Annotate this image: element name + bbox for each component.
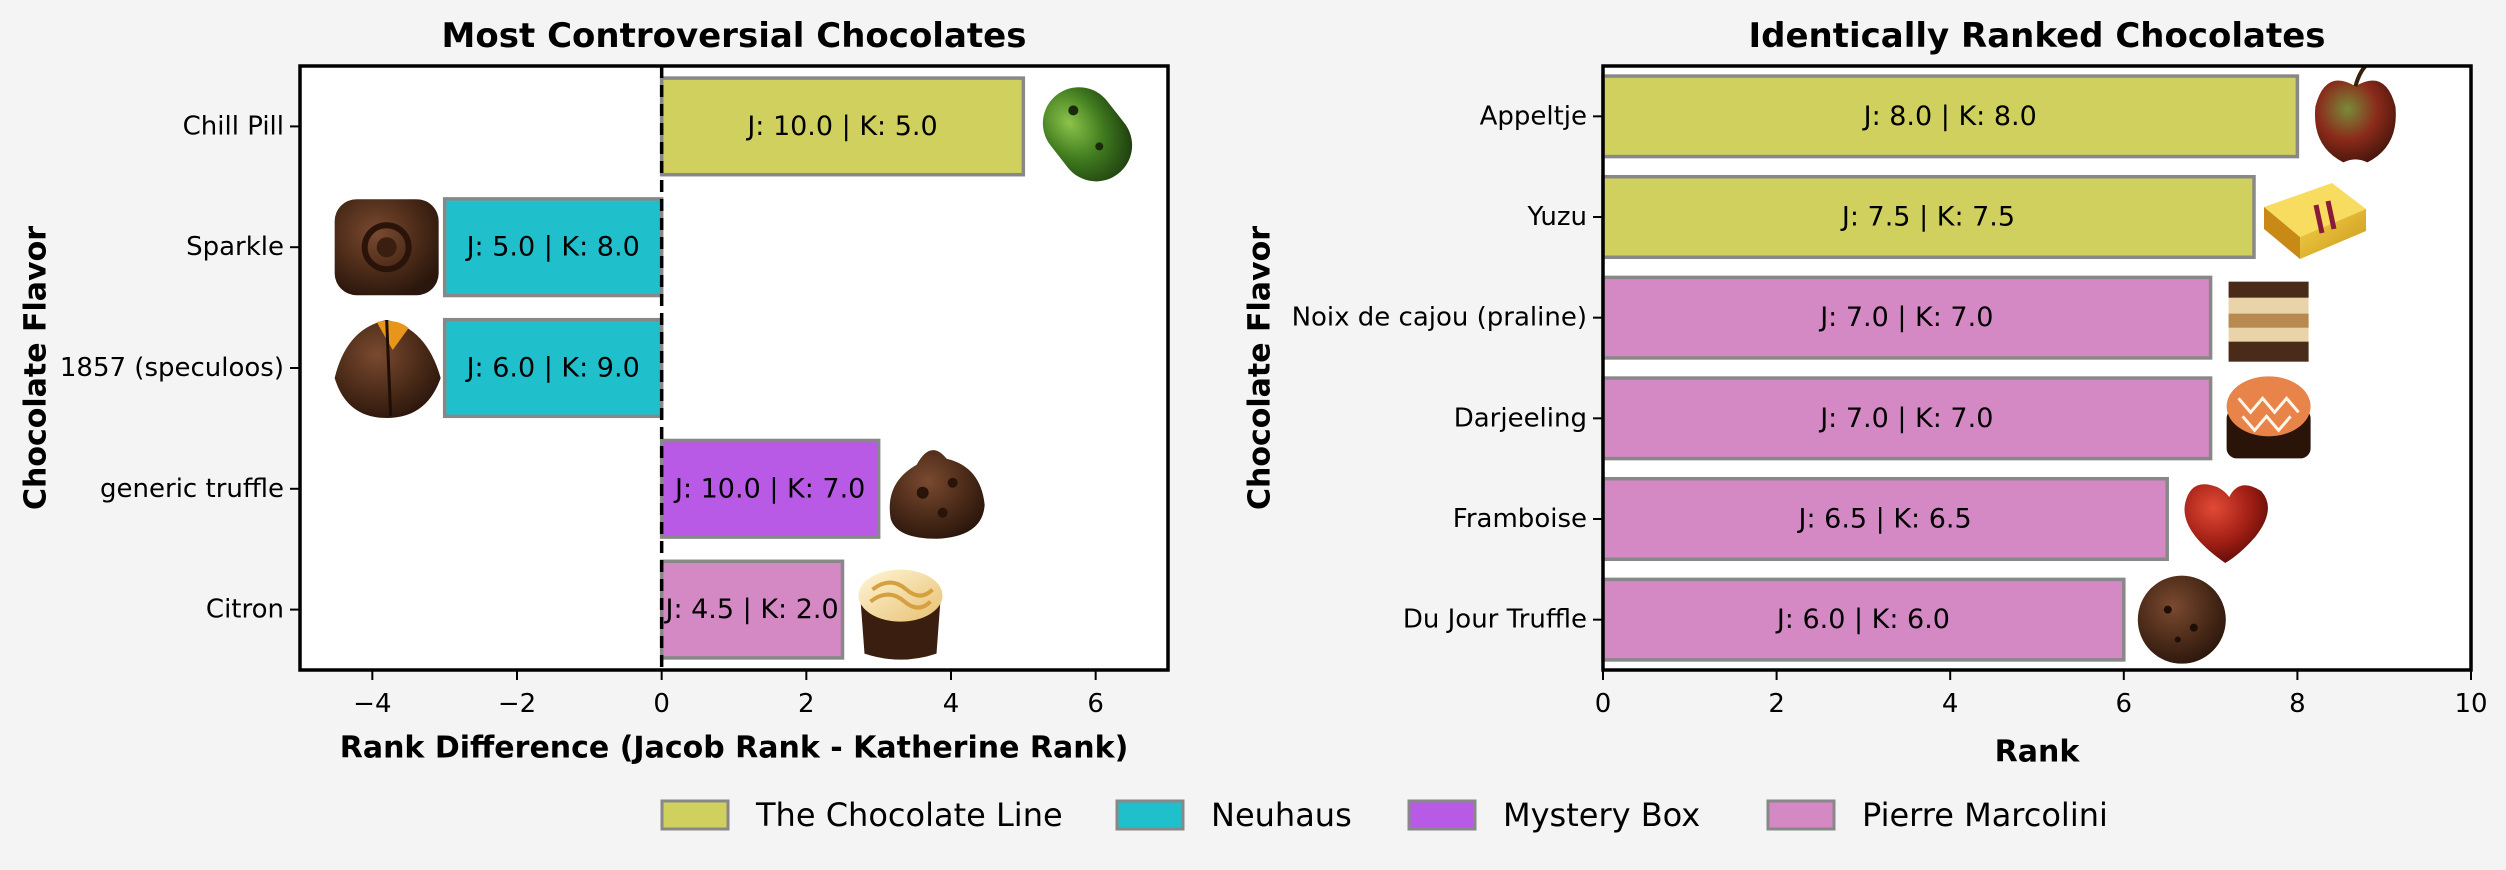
chocolate-noix-de-cajou-praline-icon (2228, 281, 2309, 362)
bar-sparkle (442, 197, 664, 298)
xtick-label-2: 4 (1942, 689, 1959, 719)
chocolate-citron-icon (858, 569, 943, 660)
bar-label-du-jour-truffle: J: 6.0 | K: 6.0 (1775, 604, 1950, 635)
chocolate-generic-truffle-icon (889, 450, 985, 539)
bar-label-sparkle: J: 5.0 | K: 8.0 (465, 232, 640, 263)
legend-label-mystery-box: Mystery Box (1503, 796, 1700, 834)
legend-label-pierre-marcolini: Pierre Marcolini (1862, 796, 2108, 834)
chocolate-darjeeling-icon (2226, 376, 2311, 459)
bar-citron (659, 559, 845, 660)
bar-du-jour-truffle (1601, 577, 2126, 662)
bar-label-noix-de-cajou-praline: J: 7.0 | K: 7.0 (1818, 302, 1993, 333)
ytick-label-1857-speculoos: 1857 (speculoos) (60, 353, 284, 383)
plot-area (1603, 66, 2471, 670)
legend-label-neuhaus: Neuhaus (1211, 796, 1352, 834)
identical-chart: J: 8.0 | K: 8.0 Appeltje J: 7.5 | K: 7.5 Yu… (1243, 16, 2488, 770)
xtick-label-3: 6 (2116, 689, 2133, 719)
ytick-label-noix-de-cajou-praline: Noix de cajou (praline) (1292, 303, 1587, 333)
bar-1857-speculoos (442, 317, 664, 419)
ytick-label-yuzu: Yuzu (1526, 202, 1587, 232)
ytick-label-citron: Citron (206, 595, 284, 625)
controversial-chart: J: 10.0 | K: 5.0 Chill Pill J: 5.0 | K: 8.… (19, 16, 1170, 766)
x-axis-label: Rank Difference (Jacob Rank - Katherine … (340, 731, 1129, 766)
bar-appeltje (1601, 74, 2300, 159)
xtick-label-4: 4 (943, 689, 960, 719)
y-axis-label: Chocolate Flavor (1243, 226, 1278, 510)
plot-frame (298, 64, 1170, 672)
bar-label-darjeeling: J: 7.0 | K: 7.0 (1818, 403, 1993, 434)
bar-label-chill-pill: J: 10.0 | K: 5.0 (745, 111, 937, 142)
bar-framboise (1601, 476, 2169, 562)
legend: The Chocolate Line Neuhaus Mystery Box Pier… (660, 796, 2108, 834)
plot-frame (1601, 64, 2473, 672)
x-axis-label: Rank (1995, 735, 2081, 770)
bar-label-framboise: J: 6.5 | K: 6.5 (1797, 504, 1972, 535)
chocolate-chill-pill-icon (1042, 87, 1133, 182)
xtick-label-5: 6 (1087, 689, 1104, 719)
bar-chill-pill (659, 76, 1026, 177)
legend-swatch-the-chocolate-line (660, 799, 730, 831)
ytick-label-sparkle: Sparkle (186, 232, 284, 262)
chocolate-du-jour-truffle-icon (2137, 575, 2226, 664)
ytick-label-appeltje: Appeltje (1480, 101, 1587, 131)
xtick-label-0: 0 (1595, 689, 1612, 719)
legend-swatch-mystery-box (1407, 799, 1477, 831)
bar-label-generic-truffle: J: 10.0 | K: 7.0 (673, 473, 865, 504)
bar-noix-de-cajou-praline (1601, 275, 2213, 360)
xtick-label-4: 8 (2289, 689, 2306, 719)
xtick-label-1: −2 (498, 689, 536, 719)
xtick-label-0: −4 (353, 689, 391, 719)
chocolate-yuzu-icon (2264, 183, 2366, 259)
xtick-label-2: 0 (653, 689, 670, 719)
ytick-label-darjeeling: Darjeeling (1454, 403, 1587, 433)
legend-swatch-neuhaus (1115, 799, 1185, 831)
bar-label-appeltje: J: 8.0 | K: 8.0 (1862, 101, 2037, 132)
chart-title: Identically Ranked Chocolates (1748, 16, 2325, 56)
bar-label-citron: J: 4.5 | K: 2.0 (663, 594, 838, 625)
bar-generic-truffle (659, 438, 881, 539)
chart-title: Most Controversial Chocolates (442, 16, 1027, 56)
xtick-label-5: 10 (2454, 689, 2487, 719)
xtick-label-1: 2 (1768, 689, 1785, 719)
bar-label-1857-speculoos: J: 6.0 | K: 9.0 (465, 353, 640, 384)
ytick-label-framboise: Framboise (1453, 504, 1587, 534)
bar-darjeeling (1601, 376, 2213, 461)
xtick-label-3: 2 (798, 689, 815, 719)
chocolate-1857-speculoos-icon (334, 319, 441, 418)
y-axis-label: Chocolate Flavor (19, 226, 54, 510)
chocolate-framboise-icon (2184, 484, 2268, 563)
legend-swatch-pierre-marcolini (1766, 799, 1836, 831)
ytick-label-generic-truffle: generic truffle (100, 474, 284, 504)
ytick-label-chill-pill: Chill Pill (183, 111, 284, 141)
chocolate-sparkle-icon (334, 199, 439, 296)
legend-label-the-chocolate-line: The Chocolate Line (755, 796, 1063, 834)
bar-label-yuzu: J: 7.5 | K: 7.5 (1840, 202, 2015, 233)
ytick-label-du-jour-truffle: Du Jour Truffle (1403, 605, 1587, 635)
